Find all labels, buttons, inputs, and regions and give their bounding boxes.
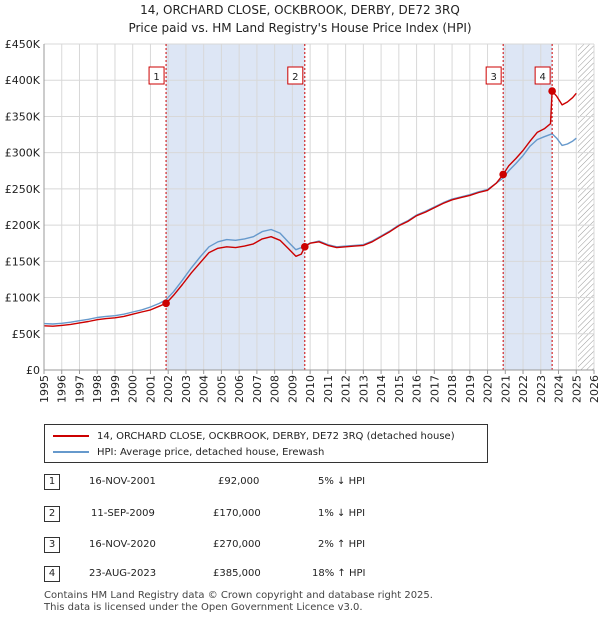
y-tick-label: £200K <box>5 219 41 232</box>
sale-marker-label: 2 <box>292 72 298 83</box>
legend-label-price: 14, ORCHARD CLOSE, OCKBROOK, DERBY, DE72… <box>97 430 455 442</box>
x-tick-label: 2022 <box>517 375 530 403</box>
x-tick-label: 2026 <box>588 375 600 403</box>
x-tick-label: 2009 <box>286 375 299 403</box>
x-tick-label: 2000 <box>127 375 140 403</box>
sale-number-badge: 4 <box>44 566 60 582</box>
footer-copyright: Contains HM Land Registry data © Crown c… <box>44 590 433 601</box>
sale-marker-label: 3 <box>490 72 496 83</box>
future-hatch <box>578 44 594 370</box>
y-tick-label: £150K <box>5 255 41 268</box>
shaded-period <box>503 44 553 370</box>
x-tick-label: 2012 <box>340 375 353 403</box>
x-tick-label: 2003 <box>180 375 193 403</box>
x-tick-label: 2005 <box>215 375 228 403</box>
sale-number-badge: 1 <box>44 474 60 490</box>
price-chart: 1 2 3 4 £0 £50K £100K £150K £200K £250K £300K £350… <box>5 38 600 403</box>
x-tick-label: 2011 <box>322 375 335 403</box>
x-tick-label: 2025 <box>570 375 583 403</box>
footer-licence: This data is licensed under the Open Gov… <box>44 602 363 613</box>
x-tick-label: 2013 <box>357 375 370 403</box>
table-row: 1 16-NOV-2001 £92,000 5% ↓ HPI <box>0 474 600 494</box>
chart-subtitle: Price paid vs. HM Land Registry's House … <box>128 21 472 35</box>
shaded-period <box>166 44 305 370</box>
sale-date: 11-SEP-2009 <box>91 508 155 519</box>
table-row: 4 23-AUG-2023 £385,000 18% ↑ HPI <box>0 566 600 586</box>
y-tick-label: £350K <box>5 110 41 123</box>
x-tick-label: 2015 <box>393 375 406 403</box>
sale-marker-box <box>534 66 551 85</box>
table-row: 2 11-SEP-2009 £170,000 1% ↓ HPI <box>0 506 600 526</box>
sale-point <box>548 87 556 95</box>
sale-price: £385,000 <box>213 568 261 579</box>
sale-number-badge: 2 <box>44 506 60 522</box>
legend-swatch-hpi <box>53 451 89 453</box>
y-tick-label: £300K <box>5 147 41 160</box>
x-tick-label: 1998 <box>91 375 104 403</box>
x-tick-label: 1999 <box>109 375 122 403</box>
x-tick-label: 2023 <box>535 375 548 403</box>
y-tick-label: £0 <box>26 364 40 377</box>
sale-marker-box <box>148 66 165 85</box>
x-tick-label: 1995 <box>38 375 51 403</box>
x-tick-label: 2019 <box>464 375 477 403</box>
sale-point <box>499 170 507 179</box>
x-tick-label: 2007 <box>251 375 264 403</box>
x-tick-label: 2021 <box>499 375 512 403</box>
sale-marker-label: 1 <box>153 72 159 83</box>
y-tick-label: £400K <box>5 74 41 87</box>
x-tick-label: 2002 <box>162 375 175 403</box>
x-tick-label: 2016 <box>411 375 424 403</box>
legend-label-hpi: HPI: Average price, detached house, Erew… <box>97 446 325 458</box>
chart-title: 14, ORCHARD CLOSE, OCKBROOK, DERBY, DE72… <box>140 3 460 17</box>
sale-number-badge: 3 <box>44 537 60 553</box>
x-tick-label: 2024 <box>553 375 566 403</box>
x-tick-label: 2014 <box>375 375 388 403</box>
legend-swatch-price <box>53 435 89 437</box>
y-tick-label: £100K <box>5 292 41 305</box>
sale-vs-hpi: 1% ↓ HPI <box>318 508 366 519</box>
x-tick-label: 2020 <box>482 375 495 403</box>
x-tick-label: 2001 <box>144 375 157 403</box>
x-tick-label: 2017 <box>428 375 441 403</box>
x-tick-label: 2010 <box>304 375 317 403</box>
sale-price: £92,000 <box>218 476 260 487</box>
sale-price: £270,000 <box>213 539 261 550</box>
table-row: 3 16-NOV-2020 £270,000 2% ↑ HPI <box>0 537 600 557</box>
x-tick-label: 2006 <box>233 375 246 403</box>
y-tick-label: £250K <box>5 183 41 196</box>
sale-date: 23-AUG-2023 <box>89 568 157 579</box>
y-tick-label: £450K <box>5 38 41 51</box>
x-tick-label: 2008 <box>269 375 282 403</box>
sale-vs-hpi: 18% ↑ HPI <box>312 568 366 579</box>
sale-vs-hpi: 5% ↓ HPI <box>318 476 366 487</box>
sale-point <box>301 243 309 251</box>
x-tick-label: 2004 <box>198 375 211 403</box>
sale-date: 16-NOV-2001 <box>89 476 156 487</box>
x-tick-label: 1996 <box>56 375 69 403</box>
plot-area <box>44 44 594 370</box>
x-tick-label: 1997 <box>73 375 86 403</box>
sale-marker-label: 4 <box>539 72 545 83</box>
sale-date: 16-NOV-2020 <box>89 539 156 550</box>
x-tick-label: 2018 <box>446 375 459 403</box>
legend-item-hpi: HPI: Average price, detached house, Erew… <box>45 445 485 459</box>
legend-item-price: 14, ORCHARD CLOSE, OCKBROOK, DERBY, DE72… <box>45 429 485 443</box>
hpi-line <box>44 133 577 325</box>
price-paid-line <box>44 90 577 327</box>
y-tick-label: £50K <box>12 328 41 341</box>
sale-price: £170,000 <box>213 508 261 519</box>
sale-vs-hpi: 2% ↑ HPI <box>318 539 366 550</box>
sale-point <box>162 299 170 308</box>
sale-marker-box <box>287 66 304 85</box>
legend: 14, ORCHARD CLOSE, OCKBROOK, DERBY, DE72… <box>44 424 488 463</box>
sale-marker-box <box>485 66 502 85</box>
